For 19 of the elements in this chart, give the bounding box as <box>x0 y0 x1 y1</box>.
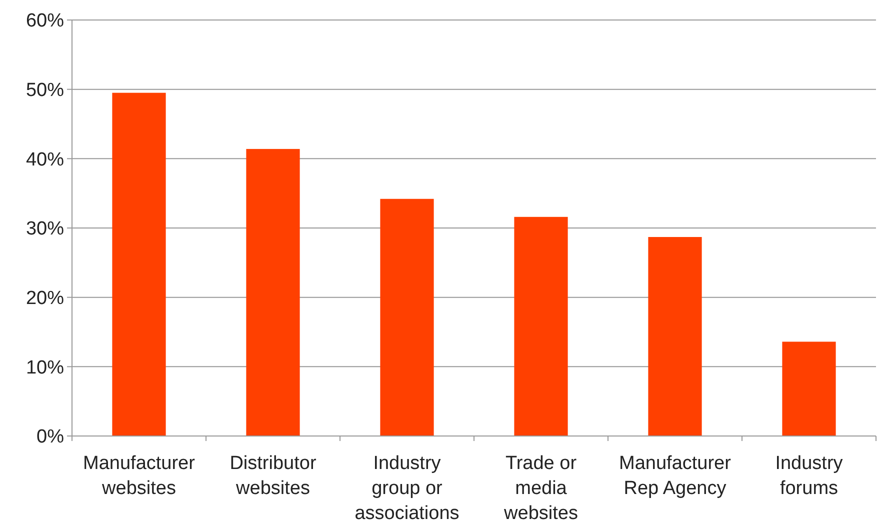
y-tick-label: 20% <box>26 288 64 309</box>
bar <box>380 198 434 436</box>
y-tick-label: 30% <box>26 218 64 240</box>
x-tick-label: Manufacturer Rep Agency <box>619 453 732 499</box>
y-tick-label: 0% <box>36 426 64 448</box>
bar <box>514 216 568 436</box>
y-tick-label: 60% <box>26 10 64 32</box>
x-tick-label: Manufacturer websites <box>83 453 196 499</box>
bar <box>112 92 166 436</box>
bar <box>246 148 300 436</box>
bar <box>782 342 836 436</box>
y-tick-label: 40% <box>26 149 64 170</box>
bar <box>648 237 702 436</box>
y-tick-label: 10% <box>26 357 64 378</box>
x-tick-label: Distributor websites <box>230 453 317 499</box>
x-tick-label: Industry forums <box>775 453 844 499</box>
x-tick-label: Industry group or associations <box>354 453 460 523</box>
y-tick-label: 50% <box>26 80 64 101</box>
x-tick-label: Trade or media websites <box>503 453 578 523</box>
